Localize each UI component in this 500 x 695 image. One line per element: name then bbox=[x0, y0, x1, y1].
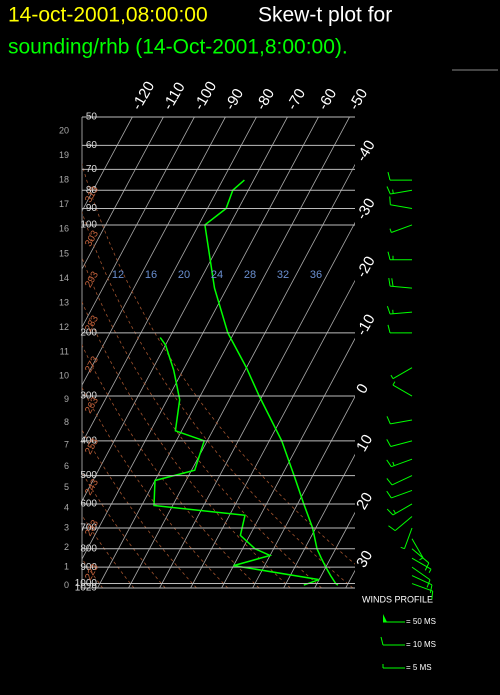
height-tick-label: 19 bbox=[59, 150, 69, 160]
height-tick-label: 4 bbox=[64, 503, 69, 513]
moist-adiabat-label: 20 bbox=[178, 269, 190, 281]
chart-subtitle: Skew-t plot for bbox=[258, 4, 392, 27]
y-tick-label: 60 bbox=[86, 140, 98, 151]
wind-legend-label: = 5 MS bbox=[406, 663, 432, 672]
height-tick-label: 7 bbox=[64, 439, 69, 449]
moist-adiabat-label: 12 bbox=[112, 269, 124, 281]
moist-adiabat-label: 16 bbox=[145, 269, 157, 281]
height-tick-label: 1 bbox=[64, 561, 69, 571]
moist-adiabat-label: 32 bbox=[277, 269, 289, 281]
height-tick-label: 5 bbox=[64, 482, 69, 492]
y-tick-label: 800 bbox=[80, 543, 97, 554]
height-tick-label: 16 bbox=[59, 224, 69, 234]
chart-subtitle: sounding/rhb (14-Oct-2001,8:00:00). bbox=[8, 36, 348, 59]
barb-half bbox=[393, 190, 394, 194]
height-tick-label: 9 bbox=[64, 394, 69, 404]
wind-legend-label: = 50 MS bbox=[406, 617, 436, 626]
y-tick-label: 50 bbox=[86, 112, 98, 123]
height-tick-label: 14 bbox=[59, 273, 69, 283]
y-tick-label: 100 bbox=[80, 220, 97, 231]
height-tick-label: 6 bbox=[64, 461, 69, 471]
height-tick-label: 2 bbox=[64, 542, 69, 552]
height-tick-label: 8 bbox=[64, 417, 69, 427]
wind-legend-label: = 10 MS bbox=[406, 640, 436, 649]
moist-adiabat-label: 28 bbox=[244, 269, 256, 281]
height-tick-label: 13 bbox=[59, 297, 69, 307]
moist-adiabat-label: 36 bbox=[310, 269, 322, 281]
chart-title: 14-oct-2001,08:00:00 bbox=[8, 4, 208, 27]
height-tick-label: 18 bbox=[59, 175, 69, 185]
height-tick-label: 3 bbox=[64, 523, 69, 533]
height-tick-label: 17 bbox=[59, 199, 69, 209]
y-tick-label: 1029 bbox=[75, 583, 98, 594]
wind-legend-title: WINDS PROFILE bbox=[362, 594, 433, 604]
moist-adiabat-label: 24 bbox=[211, 269, 223, 281]
height-tick-label: 12 bbox=[59, 322, 69, 332]
height-tick-label: 11 bbox=[60, 347, 69, 357]
height-tick-label: 15 bbox=[59, 248, 69, 258]
y-tick-label: 600 bbox=[80, 499, 97, 510]
height-tick-label: 0 bbox=[64, 580, 69, 590]
height-tick-label: 10 bbox=[59, 371, 69, 381]
height-tick-label: 20 bbox=[59, 126, 69, 136]
y-tick-label: 70 bbox=[86, 164, 98, 175]
barb-feather bbox=[390, 196, 391, 204]
